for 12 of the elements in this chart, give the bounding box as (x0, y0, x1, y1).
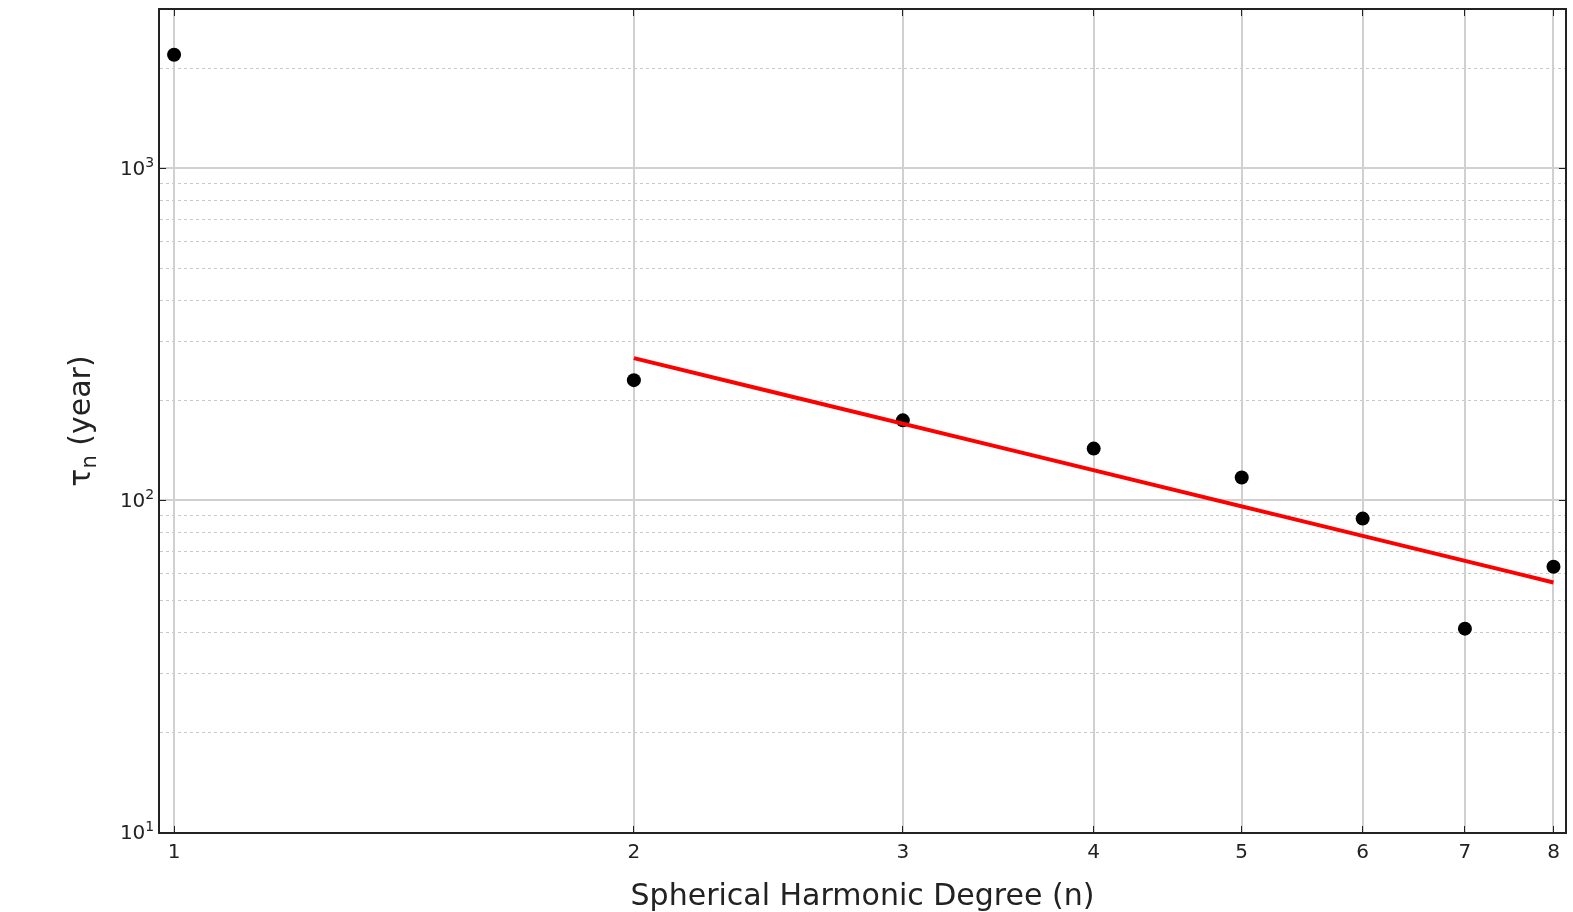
x-tick-label: 5 (1235, 838, 1249, 863)
x-tick-label: 7 (1458, 838, 1472, 863)
x-tick-label: 6 (1356, 838, 1370, 863)
x-tick-label: 8 (1547, 838, 1560, 863)
x-tick-label: 1 (167, 838, 181, 863)
x-tick-label: 3 (896, 838, 910, 863)
y-tick-label: 10$^{3}$ (119, 153, 155, 181)
y-tick-label: 10$^{2}$ (119, 485, 155, 513)
x-axis-title: Spherical Harmonic Degree (n) (630, 877, 1095, 912)
x-tick-label: 2 (627, 838, 641, 863)
y-tick-label: 10$^{1}$ (119, 817, 155, 844)
x-tick-label: 4 (1087, 838, 1101, 863)
